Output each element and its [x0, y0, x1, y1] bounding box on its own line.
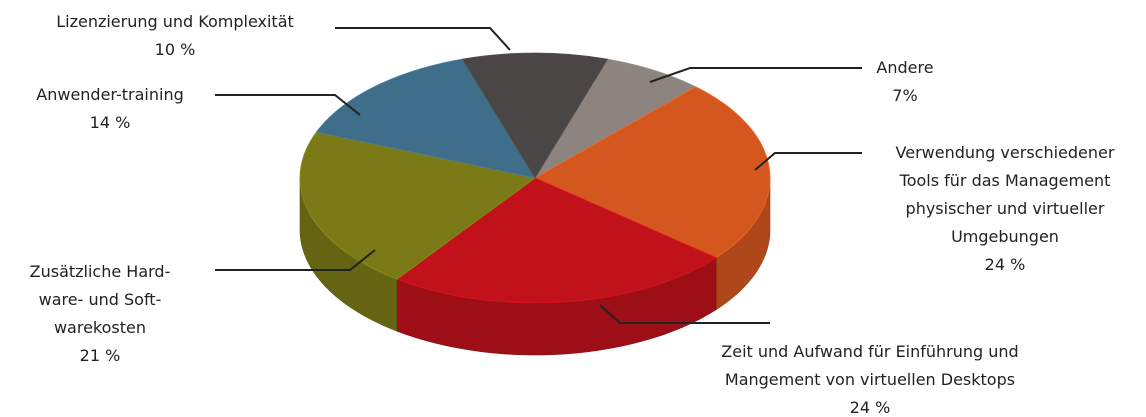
value-label: 14 %	[89, 113, 131, 132]
leader-line	[649, 67, 862, 83]
slice	[299, 131, 536, 280]
leader-line	[215, 249, 376, 271]
slice-label: Zeit und Aufwand für Einführung und Mang…	[700, 338, 1040, 417]
leader-line	[754, 152, 862, 171]
value-label: 10 %	[154, 40, 196, 59]
category: Anwender-training	[36, 85, 184, 104]
slice	[533, 58, 697, 180]
value-label: 24 %	[984, 255, 1026, 274]
category: Lizenzierung und Komplexität	[56, 12, 294, 31]
category: Verwendung verschiedener Tools für das M…	[895, 143, 1115, 246]
value-label: 7%	[892, 86, 918, 105]
leader-line	[335, 27, 511, 51]
slice	[461, 52, 609, 179]
slice-label: Andere 7%	[735, 54, 1075, 110]
category: Andere	[876, 58, 934, 77]
leader-line	[215, 94, 361, 116]
category: Zeit und Aufwand für Einführung und Mang…	[721, 342, 1019, 389]
slice	[534, 86, 771, 259]
slice-label: Anwender-training 14 %	[0, 81, 280, 137]
slice	[396, 177, 717, 304]
leader-line	[599, 304, 770, 324]
slice-label: Verwendung verschiedener Tools für das M…	[835, 139, 1146, 279]
slice-label: Zusätzliche Hard- ware- und Soft- wareko…	[0, 258, 270, 370]
slice-label: Lizenzierung und Komplexität 10 %	[5, 8, 345, 64]
category: Zusätzliche Hard- ware- und Soft- wareko…	[29, 262, 171, 337]
value-label: 21 %	[79, 346, 121, 365]
value-label: 24 %	[849, 398, 891, 417]
